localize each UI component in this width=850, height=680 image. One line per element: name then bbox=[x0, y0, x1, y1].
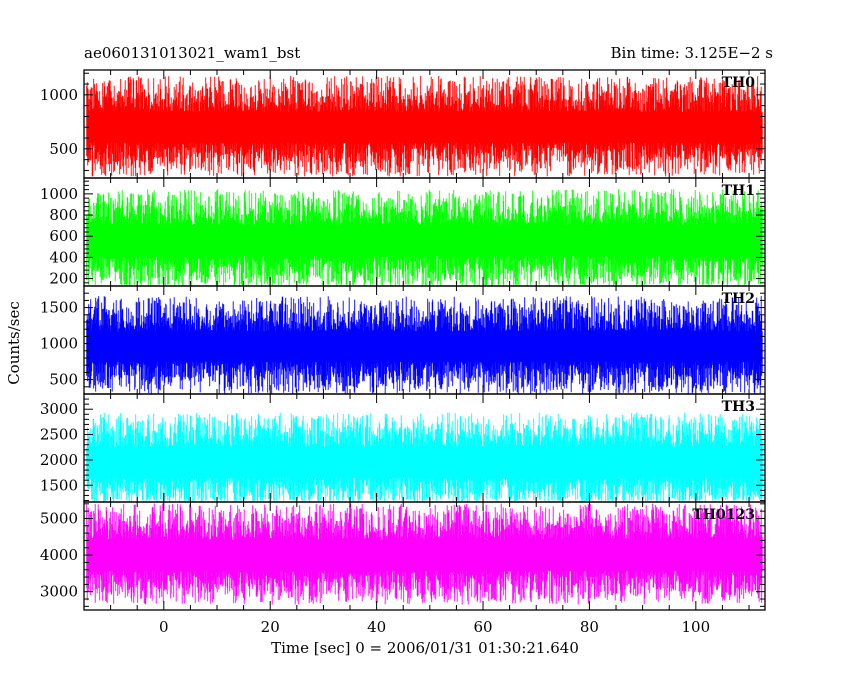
panel-th2: 500 1000 1500 TH2 bbox=[40, 285, 766, 395]
panel-label-th1: TH1 bbox=[722, 183, 755, 199]
x-axis: 0 20 40 60 80 100 bbox=[159, 618, 710, 636]
x-tick-label: 20 bbox=[261, 618, 280, 636]
y-tick-label: 600 bbox=[49, 227, 78, 245]
y-tick-label: 1000 bbox=[40, 185, 78, 203]
x-axis-title: Time [sec] 0 = 2006/01/31 01:30:21.640 bbox=[271, 639, 579, 657]
series-th2 bbox=[86, 296, 763, 395]
series-th1 bbox=[86, 189, 763, 287]
x-tick-label: 100 bbox=[682, 618, 711, 636]
series-th0123 bbox=[86, 503, 763, 605]
x-tick-label: 60 bbox=[473, 618, 492, 636]
y-tick-label: 500 bbox=[49, 371, 78, 389]
panel-label-th2: TH2 bbox=[722, 291, 755, 307]
panel-th0123: 3000 4000 5000 TH0123 bbox=[40, 501, 766, 611]
y-tick-label: 200 bbox=[49, 270, 78, 288]
x-tick-label: 80 bbox=[580, 618, 599, 636]
panel-label-th0123: TH0123 bbox=[692, 507, 755, 523]
x-tick-label: 40 bbox=[367, 618, 386, 636]
y-tick-label: 1500 bbox=[40, 476, 78, 494]
bin-time-label: Bin time: 3.125E−2 s bbox=[611, 44, 773, 62]
y-axis-title: Counts/sec bbox=[5, 301, 23, 385]
panel-frame bbox=[83, 501, 766, 611]
y-tick-label: 1000 bbox=[40, 86, 78, 104]
chart-title: ae060131013021_wam1_bst bbox=[84, 44, 300, 62]
panels-group: 500 1000 TH0 200 400 600 800 1000 TH1 500 1000 1500… bbox=[40, 69, 766, 611]
y-tick-label: 500 bbox=[49, 140, 78, 158]
panel-label-th0: TH0 bbox=[722, 75, 756, 91]
y-tick-label: 800 bbox=[49, 206, 78, 224]
y-tick-label: 2500 bbox=[40, 426, 78, 444]
y-tick-label: 3000 bbox=[40, 400, 78, 418]
x-tick-label: 0 bbox=[159, 618, 169, 636]
panel-th0: 500 1000 TH0 bbox=[40, 69, 766, 179]
panel-th3: 1500 2000 2500 3000 TH3 bbox=[40, 393, 766, 503]
y-tick-label: 3000 bbox=[40, 583, 78, 601]
series-th3 bbox=[86, 412, 763, 502]
panel-label-th3: TH3 bbox=[722, 399, 755, 415]
y-tick-label: 1000 bbox=[40, 335, 78, 353]
series-th0 bbox=[86, 76, 763, 177]
y-tick-label: 5000 bbox=[40, 509, 78, 527]
y-tick-label: 2000 bbox=[40, 451, 78, 469]
y-tick-label: 400 bbox=[49, 248, 78, 266]
panel-th1: 200 400 600 800 1000 TH1 bbox=[40, 177, 766, 288]
y-tick-label: 1500 bbox=[40, 299, 78, 317]
y-tick-label: 4000 bbox=[40, 546, 78, 564]
